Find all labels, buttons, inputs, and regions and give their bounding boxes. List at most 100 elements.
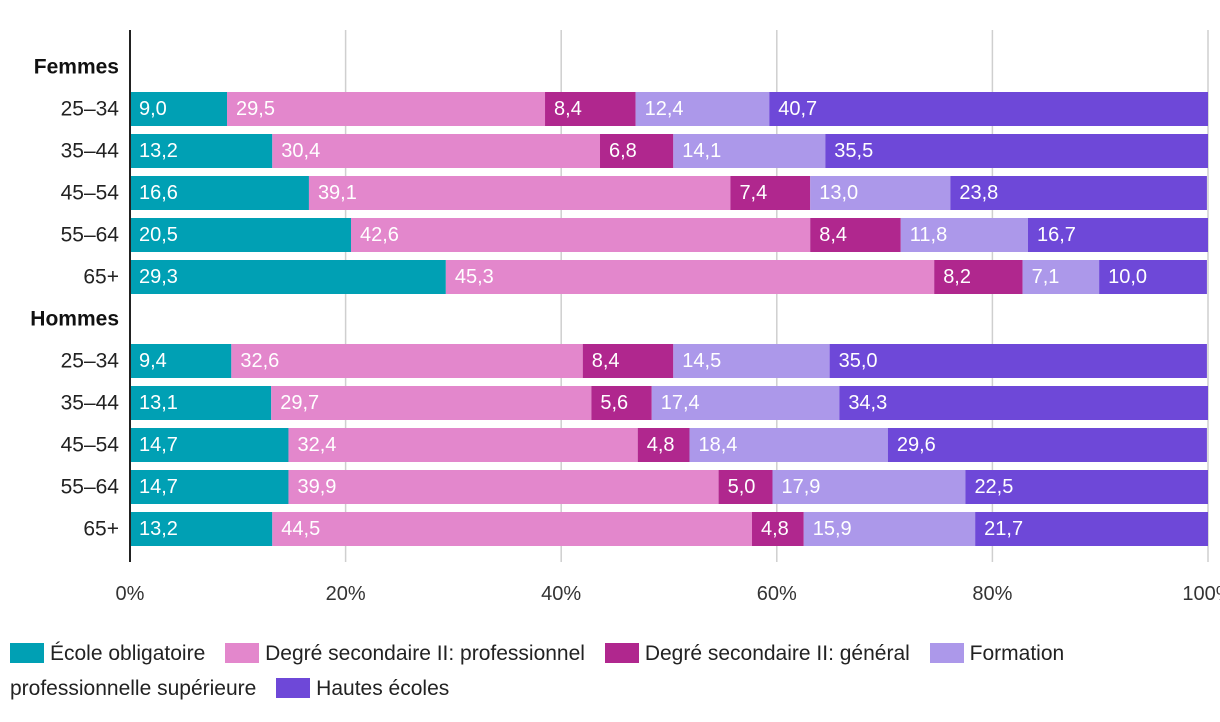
bar-segment (1027, 218, 1208, 252)
data-label: 13,2 (139, 518, 178, 540)
bar-segment (130, 512, 273, 546)
data-label: 5,0 (728, 476, 756, 498)
x-tick-label: 60% (757, 583, 797, 605)
data-label: 20,5 (139, 224, 178, 246)
bar-segment (772, 470, 966, 504)
stacked-bar-chart: 0% 20% 40% 60% 80% 100% Femmes 25–34 9,0 29,5 8,4 1… (30, 30, 1220, 605)
bar-segment (288, 428, 638, 462)
bar-segment (288, 470, 719, 504)
bar-segment (130, 176, 309, 210)
bar-segment (271, 386, 592, 420)
legend-item: Degré secondaire II: général (604, 642, 910, 665)
data-label: 9,4 (139, 350, 167, 372)
bar-segment (810, 218, 901, 252)
bar-segment (130, 218, 351, 252)
legend-swatch (225, 643, 260, 663)
data-label: 21,7 (984, 518, 1023, 540)
data-label: 30,4 (281, 140, 320, 162)
bar-segment (227, 92, 546, 126)
data-label: 23,8 (959, 182, 998, 204)
bar-segment (130, 92, 228, 126)
group-header: Femmes (34, 56, 119, 79)
legend-label: Formation professionnelle supérieure (10, 642, 1065, 700)
category-label: 55–64 (61, 476, 120, 499)
bar-segment (130, 428, 289, 462)
data-label: 29,7 (280, 392, 319, 414)
data-label: 9,0 (139, 98, 167, 120)
x-tick-label: 100% (1182, 583, 1220, 605)
data-label: 22,5 (974, 476, 1013, 498)
data-label: 32,4 (297, 434, 336, 456)
bar-segment (231, 344, 583, 378)
data-label: 13,1 (139, 392, 178, 414)
bar-segment (825, 134, 1208, 168)
data-label: 5,6 (600, 392, 628, 414)
data-label: 10,0 (1108, 266, 1147, 288)
category-label: 45–54 (61, 182, 120, 205)
data-label: 18,4 (698, 434, 737, 456)
category-label: 35–44 (61, 140, 120, 163)
bar-segment (965, 470, 1208, 504)
legend-swatch (929, 643, 964, 663)
data-label: 29,6 (897, 434, 936, 456)
data-label: 17,9 (781, 476, 820, 498)
bar-segment (545, 92, 636, 126)
category-label: 35–44 (61, 392, 120, 415)
bar-segment (1099, 260, 1207, 294)
bar-segment (308, 176, 731, 210)
data-label: 4,8 (647, 434, 675, 456)
bar-segment (803, 512, 976, 546)
bar-segment (810, 176, 951, 210)
x-tick-label: 40% (541, 583, 581, 605)
data-label: 13,2 (139, 140, 178, 162)
bar-segment (752, 512, 804, 546)
data-label: 34,3 (848, 392, 887, 414)
bar-segment (689, 428, 888, 462)
legend-label: École obligatoire (50, 642, 206, 665)
data-label: 17,4 (661, 392, 700, 414)
bar-segment (635, 92, 770, 126)
legend-label: Hautes écoles (316, 677, 450, 700)
x-tick-label: 20% (326, 583, 366, 605)
category-label: 25–34 (61, 98, 120, 121)
bar-segment (130, 260, 446, 294)
data-label: 15,9 (813, 518, 852, 540)
legend-swatch (10, 643, 44, 663)
bar-segment (839, 386, 1208, 420)
bar-segment (673, 134, 826, 168)
legend-swatch (604, 643, 639, 663)
bar-segment (130, 134, 273, 168)
data-label: 6,8 (609, 140, 637, 162)
data-label: 7,4 (739, 182, 767, 204)
x-tick-label: 80% (972, 583, 1012, 605)
category-label: 45–54 (61, 434, 120, 457)
data-label: 8,2 (943, 266, 971, 288)
data-label: 11,8 (910, 224, 947, 246)
data-label: 14,5 (682, 350, 721, 372)
chart-legend: École obligatoire Degré secondaire II: p… (10, 636, 1210, 706)
bar-segment (651, 386, 840, 420)
legend-label: Degré secondaire II: professionnel (265, 642, 585, 665)
data-label: 12,4 (645, 98, 684, 120)
legend-item: École obligatoire (10, 642, 205, 665)
data-label: 40,7 (778, 98, 817, 120)
legend-swatch (276, 678, 311, 698)
bar-segment (975, 512, 1208, 546)
category-label: 55–64 (61, 224, 120, 247)
data-label: 35,5 (834, 140, 873, 162)
data-label: 16,6 (139, 182, 178, 204)
legend-item: Formation professionnelle supérieure (10, 642, 1064, 700)
data-label: 8,4 (819, 224, 847, 246)
legend-item: Degré secondaire II: professionnel (225, 642, 585, 665)
legend-item: Hautes écoles (276, 677, 449, 700)
bar-segment (950, 176, 1207, 210)
data-label: 13,0 (819, 182, 858, 204)
bar-segment (130, 470, 289, 504)
bar-segment (673, 344, 830, 378)
bar-segment (769, 92, 1208, 126)
data-label: 14,7 (139, 476, 178, 498)
category-label: 65+ (83, 266, 119, 289)
bar-segment (130, 344, 232, 378)
bar-segment (829, 344, 1207, 378)
data-label: 45,3 (455, 266, 494, 288)
